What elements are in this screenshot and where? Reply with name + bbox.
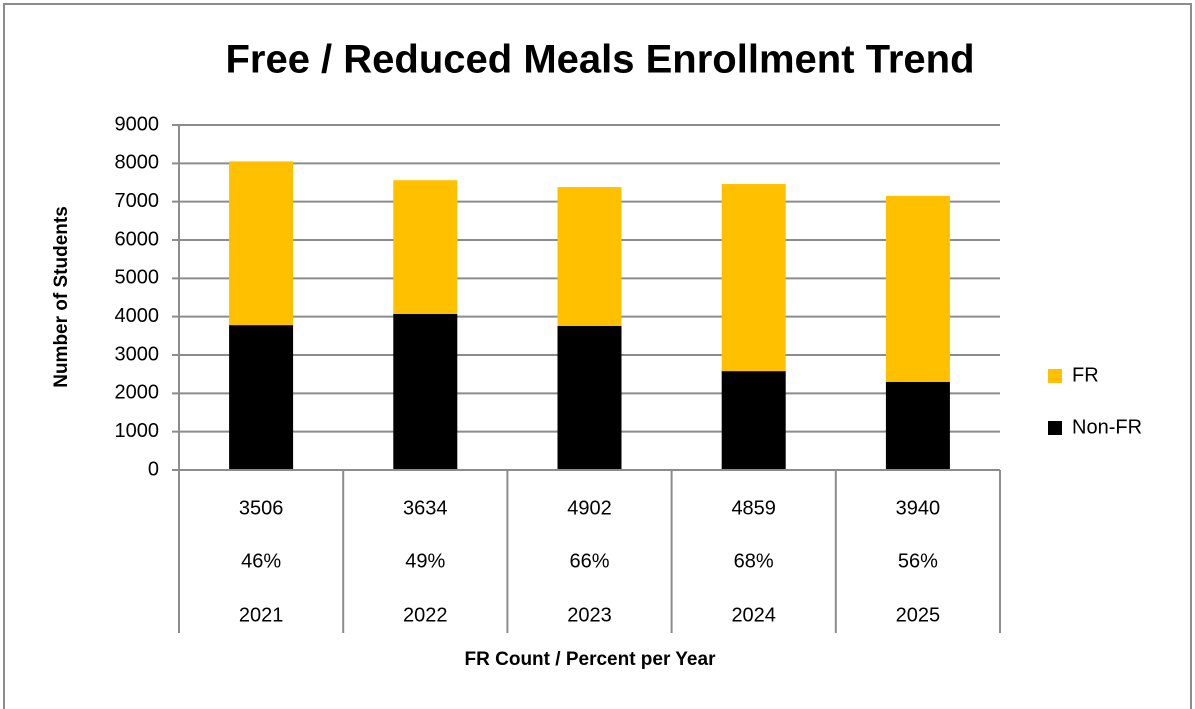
legend-label: Non-FR [1072, 416, 1142, 438]
category-fr-count: 3940 [896, 497, 941, 519]
x-axis-title: FR Count / Percent per Year [465, 649, 717, 670]
x-tick-label: 2025 [896, 604, 941, 626]
y-tick-label: 9000 [115, 113, 160, 135]
x-tick-label: 2022 [403, 604, 448, 626]
category-fr-count: 4859 [731, 497, 776, 519]
x-tick-label: 2024 [731, 604, 776, 626]
category-fr-percent: 68% [734, 550, 774, 572]
legend-swatch [1048, 369, 1062, 383]
bar-segment [557, 325, 622, 470]
bar-segment [229, 325, 294, 470]
category-fr-percent: 66% [569, 550, 609, 572]
bar-segment [557, 187, 622, 326]
bar-segment [721, 184, 786, 372]
bar-segment [393, 313, 458, 470]
category-fr-percent: 46% [241, 550, 281, 572]
category-fr-count: 3634 [403, 497, 448, 519]
category-fr-percent: 49% [405, 550, 445, 572]
category-fr-count: 3506 [239, 497, 284, 519]
y-tick-label: 2000 [115, 382, 160, 404]
y-tick-label: 4000 [115, 305, 160, 327]
y-tick-label: 3000 [115, 343, 160, 365]
bar-segment [393, 180, 458, 314]
bar-segment [229, 161, 294, 326]
y-tick-label: 1000 [115, 420, 160, 442]
y-tick-label: 6000 [115, 228, 160, 250]
y-axis-title: Number of Students [51, 206, 72, 388]
bar-segment [885, 195, 950, 382]
category-fr-percent: 56% [898, 550, 938, 572]
x-tick-label: 2023 [567, 604, 612, 626]
y-tick-label: 0 [148, 458, 159, 480]
category-fr-count: 4902 [567, 497, 612, 519]
legend-swatch [1048, 421, 1062, 435]
y-tick-label: 7000 [115, 190, 160, 212]
bar-segment [885, 381, 950, 470]
y-tick-label: 8000 [115, 152, 160, 174]
legend-label: FR [1072, 364, 1099, 386]
chart-title: Free / Reduced Meals Enrollment Trend [225, 38, 974, 82]
y-tick-label: 5000 [115, 267, 160, 289]
x-tick-label: 2021 [239, 604, 284, 626]
bar-segment [721, 371, 786, 470]
